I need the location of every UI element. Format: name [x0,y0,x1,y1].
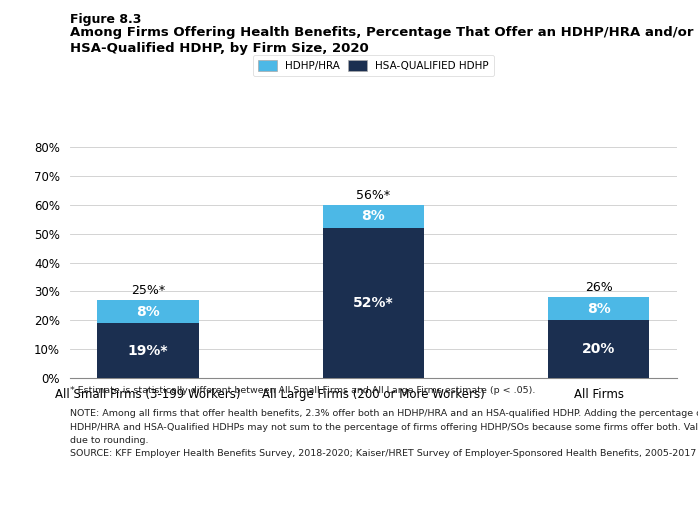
Text: HSA-Qualified HDHP, by Firm Size, 2020: HSA-Qualified HDHP, by Firm Size, 2020 [70,42,369,55]
Text: 8%: 8% [136,304,160,319]
Text: Among Firms Offering Health Benefits, Percentage That Offer an HDHP/HRA and/or a: Among Firms Offering Health Benefits, Pe… [70,26,698,39]
Text: * Estimate is statistically different between All Small Firms and All Large Firm: * Estimate is statistically different be… [70,386,535,395]
Text: Figure 8.3: Figure 8.3 [70,13,141,26]
Text: NOTE: Among all firms that offer health benefits, 2.3% offer both an HDHP/HRA an: NOTE: Among all firms that offer health … [70,410,698,418]
Text: SOURCE: KFF Employer Health Benefits Survey, 2018-2020; Kaiser/HRET Survey of Em: SOURCE: KFF Employer Health Benefits Sur… [70,449,696,458]
Text: 8%: 8% [362,209,385,223]
Text: 8%: 8% [587,302,611,316]
Legend: HDHP/HRA, HSA-QUALIFIED HDHP: HDHP/HRA, HSA-QUALIFIED HDHP [253,55,494,77]
Bar [548,320,649,378]
Bar [98,300,199,323]
Text: 26%: 26% [585,281,613,294]
Text: 25%*: 25%* [131,284,165,297]
Bar [322,228,424,378]
Bar [548,297,649,320]
Text: due to rounding.: due to rounding. [70,436,148,445]
Text: 52%*: 52%* [353,296,394,310]
Text: 19%*: 19%* [128,343,168,358]
Text: 20%: 20% [582,342,616,356]
Text: HDHP/HRA and HSA-Qualified HDHPs may not sum to the percentage of firms offering: HDHP/HRA and HSA-Qualified HDHPs may not… [70,423,698,432]
Bar [98,323,199,378]
Bar [322,205,424,228]
Text: 56%*: 56%* [357,189,390,202]
